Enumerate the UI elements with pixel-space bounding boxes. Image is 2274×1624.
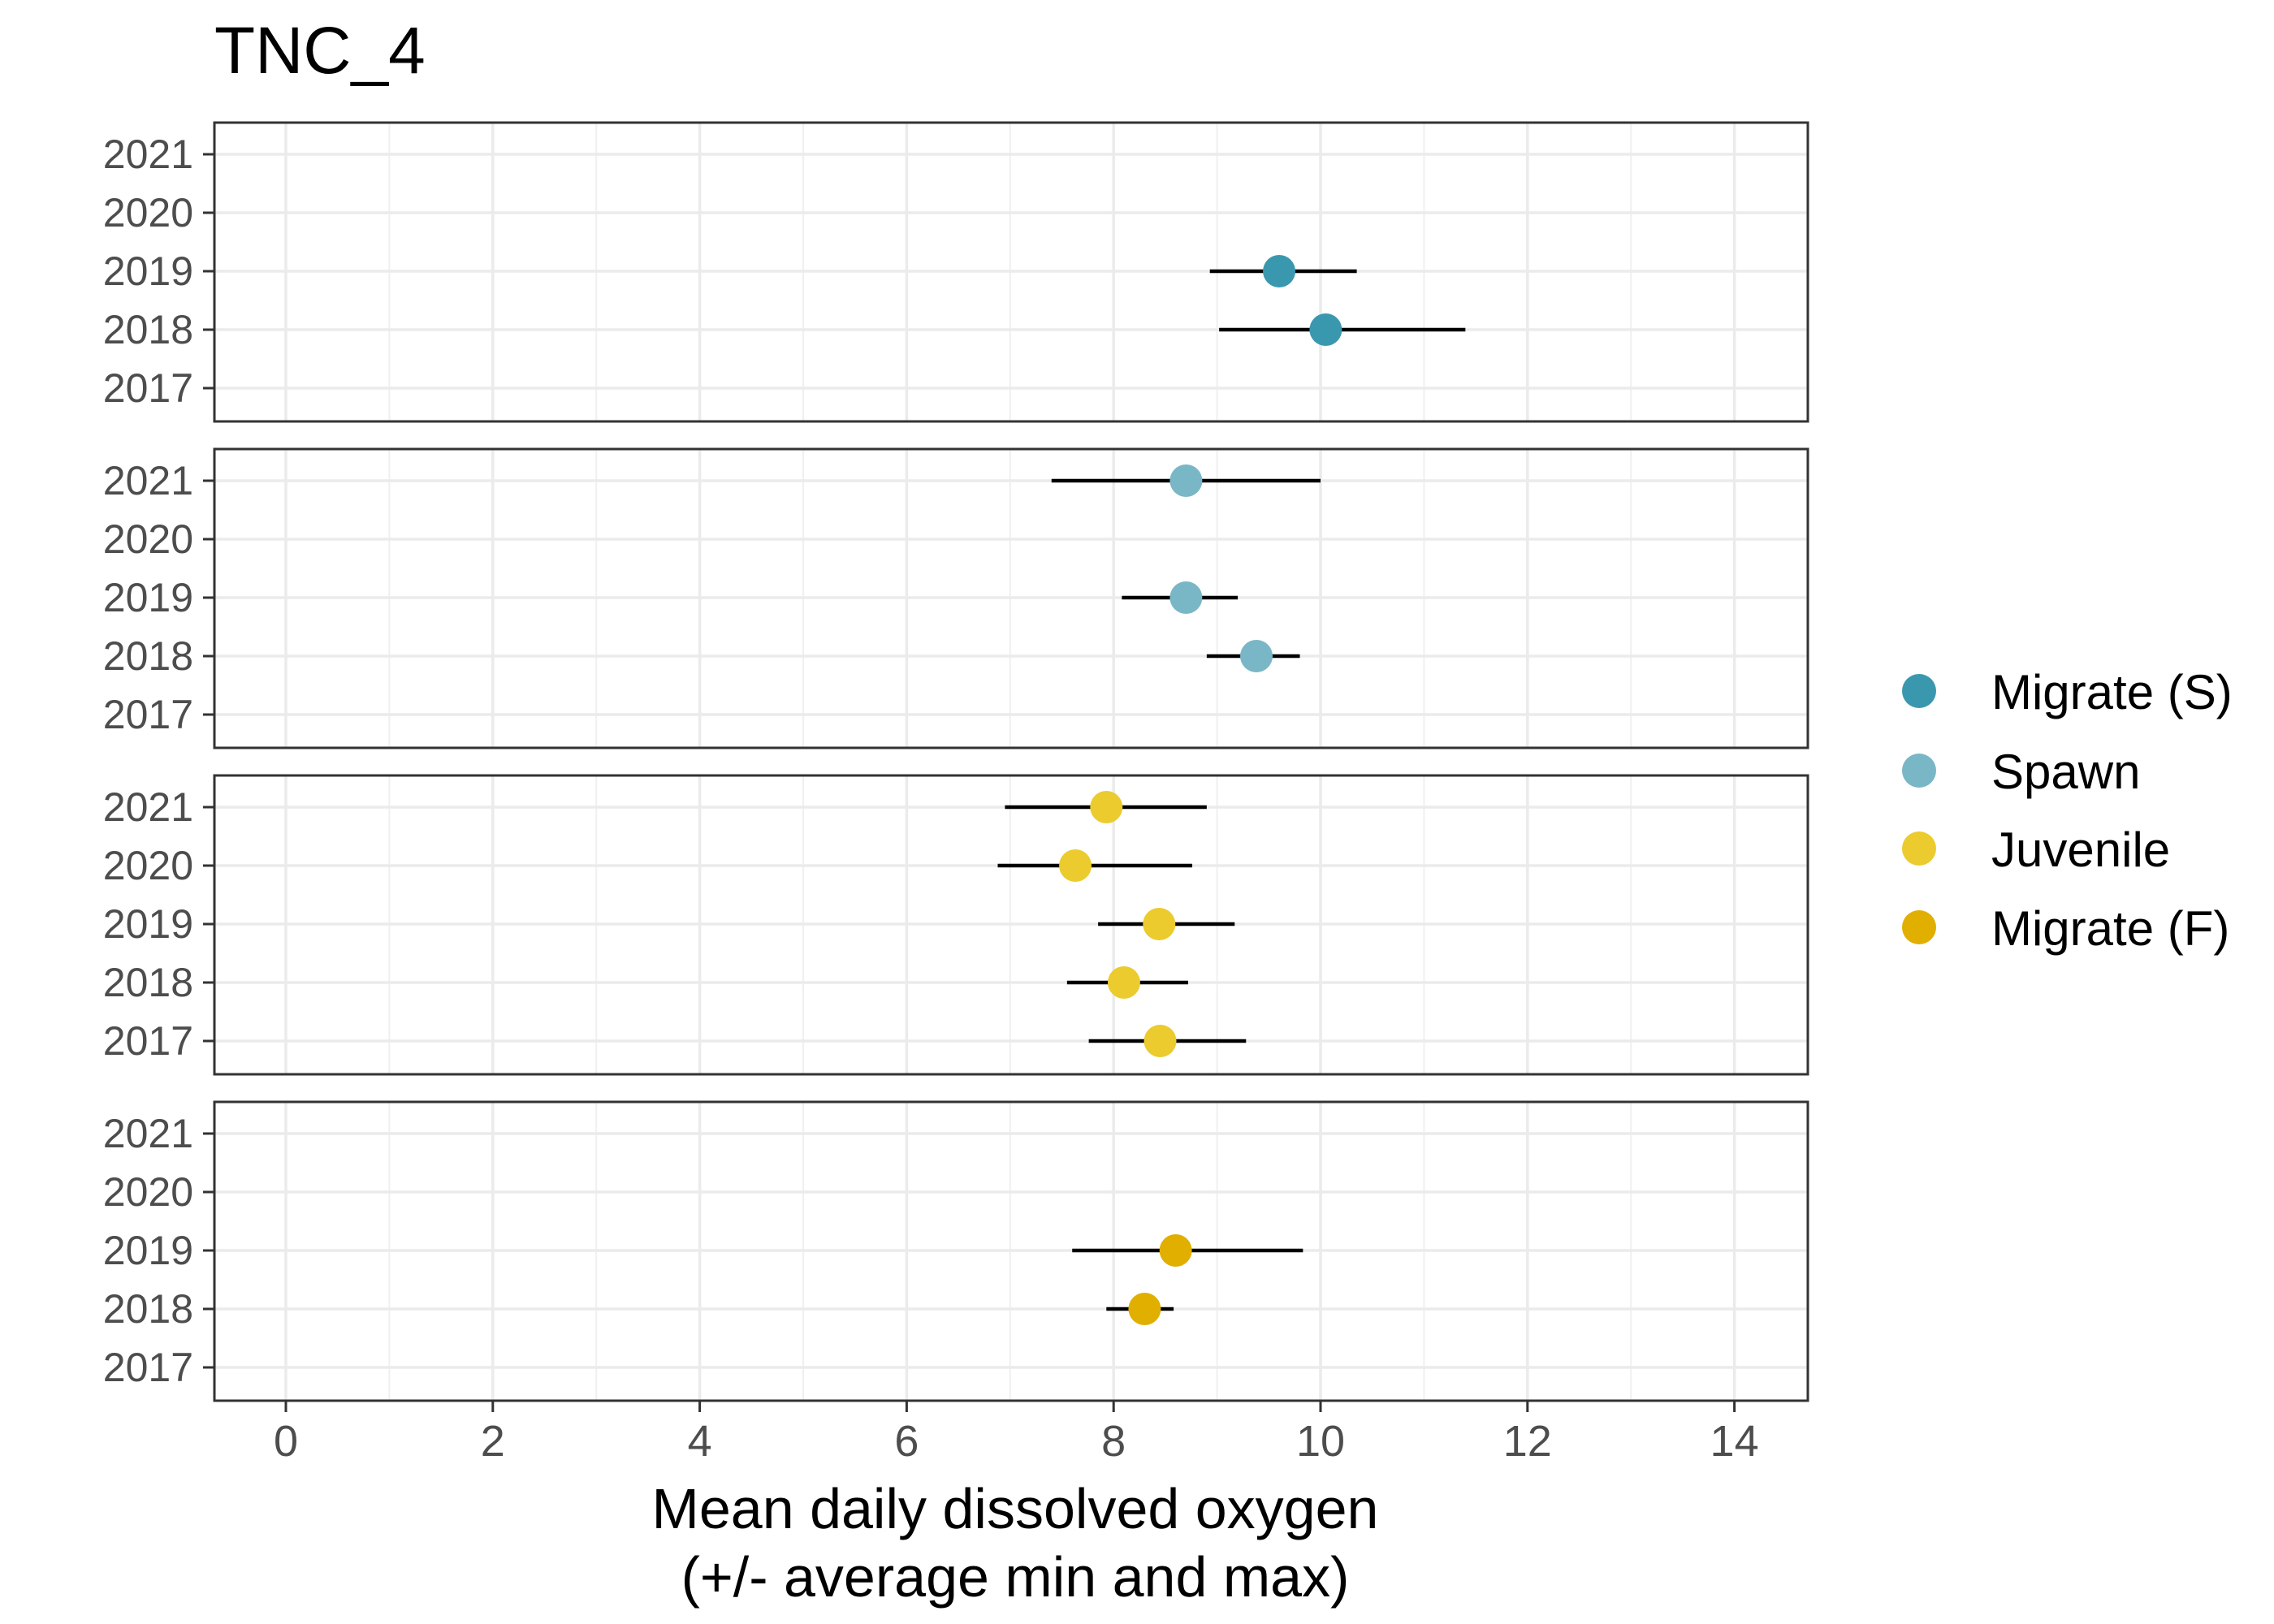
y-tick-label: 2020 [103, 843, 193, 888]
legend-label: Juvenile [1991, 823, 2170, 877]
y-tick-label: 2017 [103, 1345, 193, 1390]
y-tick-label: 2019 [103, 901, 193, 947]
panel-2: 2017 2018 2019 2020 2021 [103, 447, 1809, 749]
y-tick-label: 2018 [103, 633, 193, 679]
legend-marker [1902, 754, 1936, 788]
x-tick-label: 8 [1101, 1417, 1126, 1466]
data-point [1169, 464, 1203, 497]
y-tick-label: 2021 [103, 132, 193, 177]
y-tick-label: 2017 [103, 365, 193, 411]
panel-border [213, 447, 1809, 749]
y-tick-label: 2017 [103, 692, 193, 737]
y-tick-label: 2018 [103, 307, 193, 352]
x-tick-label: 12 [1503, 1417, 1552, 1466]
data-point [1128, 1293, 1161, 1325]
y-tick-label: 2020 [103, 516, 193, 562]
x-tick-label: 6 [894, 1417, 919, 1466]
x-tick-label: 14 [1710, 1417, 1759, 1466]
y-tick-label: 2020 [103, 1169, 193, 1215]
panel-border [213, 121, 1809, 423]
y-tick-label: 2021 [103, 784, 193, 830]
x-axis: 0 2 4 6 8 10 12 14 [274, 1401, 1759, 1466]
y-tick-label: 2019 [103, 575, 193, 620]
panel-1: 2017 2018 2019 2020 2021 [103, 121, 1809, 423]
legend: Migrate (S) Spawn Juvenile Migrate (F) [1902, 665, 2233, 956]
y-tick-label: 2021 [103, 458, 193, 503]
data-point [1263, 255, 1296, 287]
y-tick-label: 2021 [103, 1111, 193, 1156]
y-tick-label: 2017 [103, 1018, 193, 1064]
y-tick-label: 2019 [103, 248, 193, 294]
data-point [1090, 791, 1123, 823]
legend-marker [1902, 910, 1936, 944]
data-point [1159, 1234, 1192, 1267]
panel-border [213, 1100, 1809, 1402]
x-tick-label: 10 [1296, 1417, 1345, 1466]
legend-label: Migrate (S) [1991, 665, 2233, 719]
legend-marker [1902, 674, 1936, 708]
data-point [1143, 1025, 1177, 1057]
x-tick-label: 0 [274, 1417, 298, 1466]
panel-3: 2017 2018 2019 2020 2021 [103, 774, 1809, 1076]
panel-4: 2017 2018 2019 2020 2021 [103, 1100, 1809, 1402]
facet-panels: 2017 2018 2019 2020 2021 2017 2018 2019 2020 2021… [103, 121, 1809, 1402]
legend-item: Migrate (S) [1902, 665, 2233, 719]
legend-label: Migrate (F) [1991, 901, 2229, 956]
legend-item: Migrate (F) [1902, 901, 2229, 956]
data-point [1240, 640, 1273, 672]
data-point [1143, 908, 1176, 940]
y-tick-label: 2018 [103, 960, 193, 1005]
x-axis-label-line2: (+/- average min and max) [681, 1545, 1350, 1609]
legend-item: Juvenile [1902, 823, 2170, 877]
x-tick-label: 4 [688, 1417, 712, 1466]
legend-item: Spawn [1902, 745, 2140, 799]
y-tick-label: 2018 [103, 1286, 193, 1332]
legend-label: Spawn [1991, 745, 2140, 799]
chart-title: TNC_4 [214, 14, 426, 88]
panel-border [213, 774, 1809, 1076]
data-point [1107, 966, 1140, 999]
x-axis-label-line1: Mean daily dissolved oxygen [652, 1477, 1379, 1540]
y-tick-label: 2019 [103, 1228, 193, 1273]
data-point [1169, 581, 1203, 614]
data-point [1309, 313, 1342, 346]
x-tick-label: 2 [481, 1417, 505, 1466]
legend-marker [1902, 831, 1936, 866]
data-point [1059, 849, 1092, 882]
y-tick-label: 2020 [103, 190, 193, 235]
